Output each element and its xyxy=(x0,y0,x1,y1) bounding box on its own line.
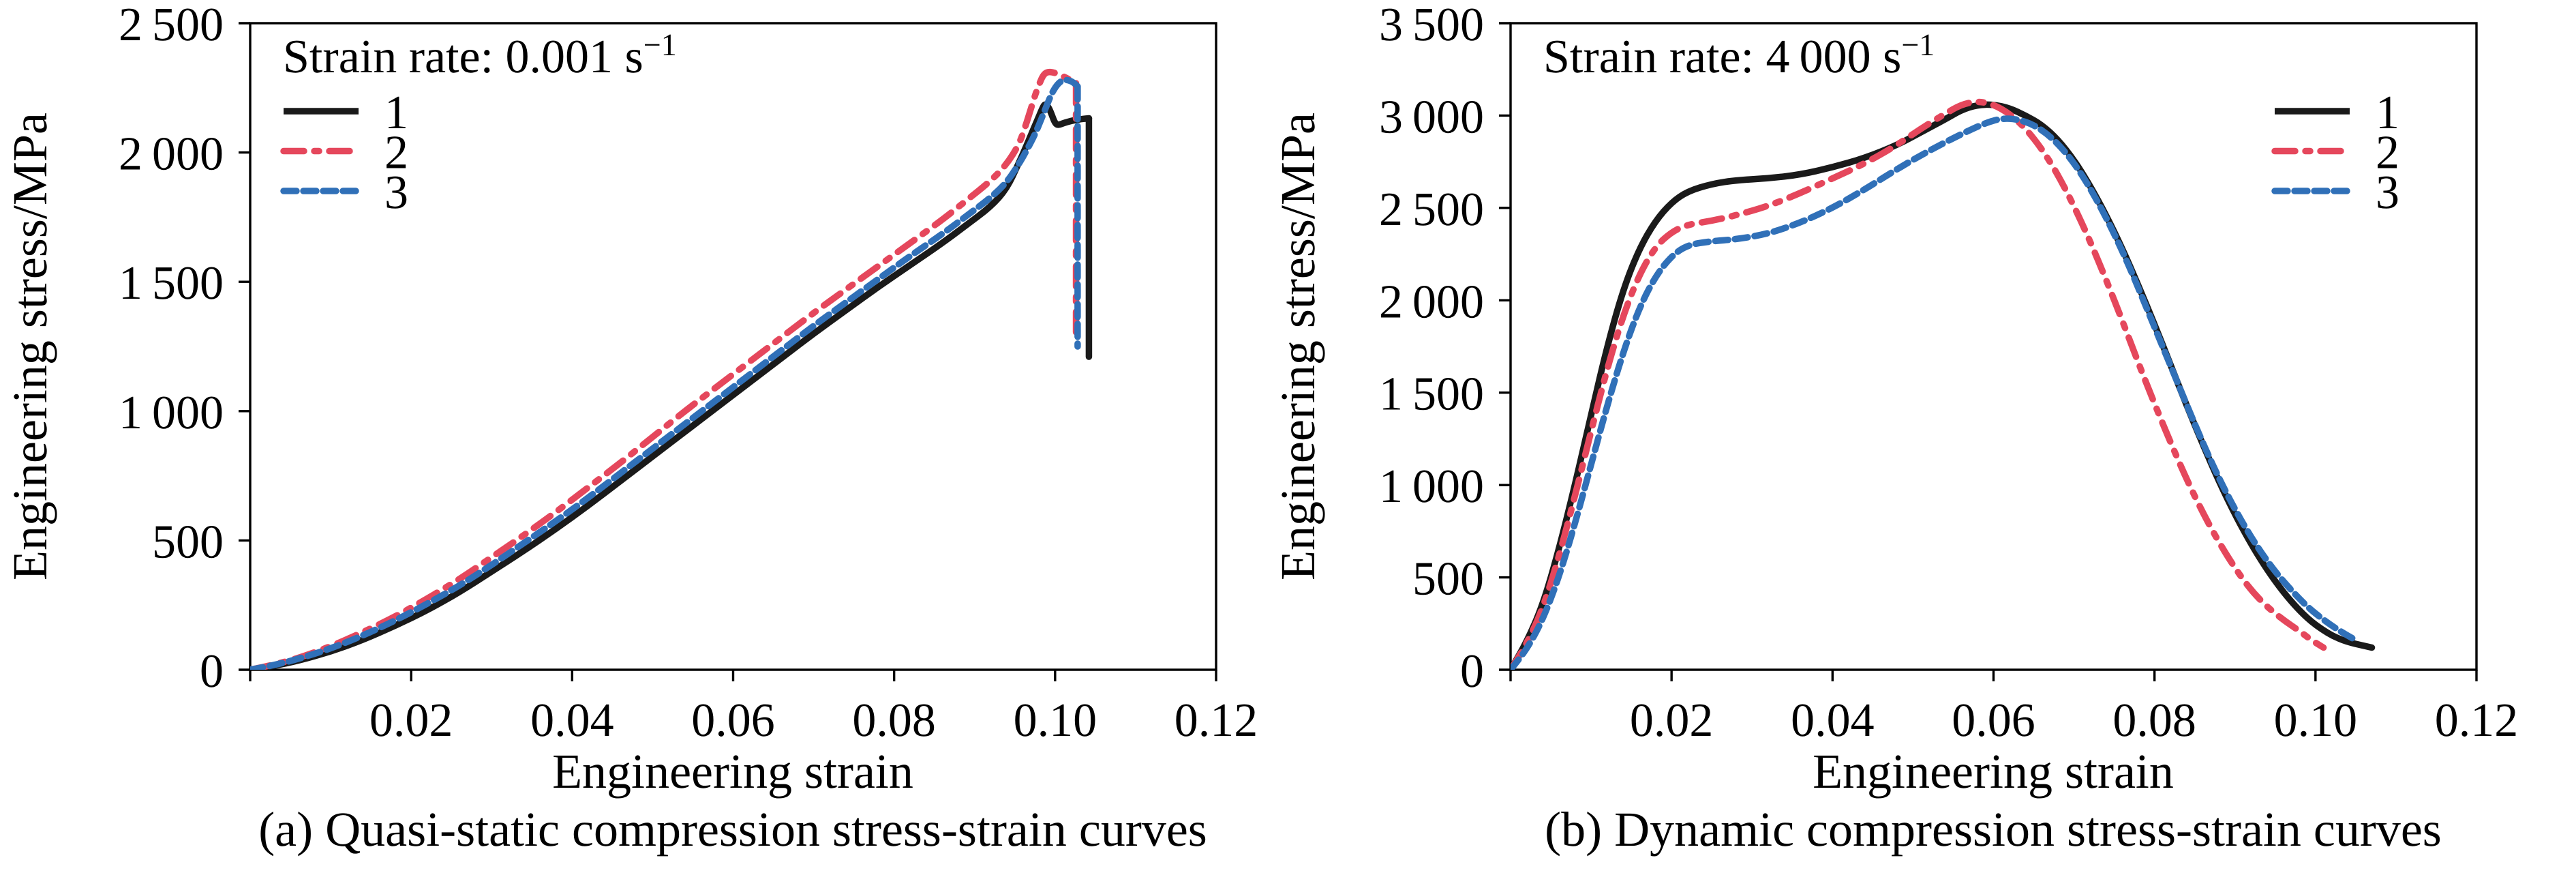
svg-text:500: 500 xyxy=(152,516,224,568)
svg-text:2 500: 2 500 xyxy=(119,0,224,51)
svg-text:Strain rate: 0.001 s−1: Strain rate: 0.001 s−1 xyxy=(283,27,677,84)
svg-text:500: 500 xyxy=(1412,553,1484,606)
svg-text:0.10: 0.10 xyxy=(1014,694,1097,747)
svg-text:Engineering stress/MPa: Engineering stress/MPa xyxy=(3,113,57,580)
svg-text:3: 3 xyxy=(384,166,408,219)
svg-text:3: 3 xyxy=(2376,166,2399,219)
svg-text:0.12: 0.12 xyxy=(1175,694,1258,747)
svg-text:0.02: 0.02 xyxy=(369,694,453,747)
svg-text:0: 0 xyxy=(1460,645,1484,698)
svg-text:Strain rate: 4 000 s−1: Strain rate: 4 000 s−1 xyxy=(1543,27,1935,84)
svg-text:Engineering strain: Engineering strain xyxy=(552,744,913,799)
svg-text:2 000: 2 000 xyxy=(1379,276,1484,328)
svg-text:Engineering strain: Engineering strain xyxy=(1813,744,2174,799)
svg-text:0: 0 xyxy=(200,645,224,698)
svg-text:0.12: 0.12 xyxy=(2435,694,2519,747)
svg-text:1 500: 1 500 xyxy=(1379,368,1484,421)
svg-text:(a) Quasi-static compression s: (a) Quasi-static compression stress-stra… xyxy=(258,802,1207,857)
svg-text:3 000: 3 000 xyxy=(1379,91,1484,143)
svg-text:2 000: 2 000 xyxy=(119,128,224,181)
svg-text:0.04: 0.04 xyxy=(530,694,614,747)
svg-text:0.02: 0.02 xyxy=(1630,694,1714,747)
svg-text:Engineering stress/MPa: Engineering stress/MPa xyxy=(1271,113,1325,580)
svg-text:0.08: 0.08 xyxy=(852,694,936,747)
svg-text:2 500: 2 500 xyxy=(1379,183,1484,236)
svg-text:3 500: 3 500 xyxy=(1379,0,1484,51)
svg-text:(b) Dynamic compression stress: (b) Dynamic compression stress-strain cu… xyxy=(1545,802,2442,857)
svg-text:1 000: 1 000 xyxy=(1379,460,1484,513)
svg-text:0.06: 0.06 xyxy=(1952,694,2035,747)
svg-text:0.10: 0.10 xyxy=(2274,694,2358,747)
svg-text:0.08: 0.08 xyxy=(2112,694,2196,747)
svg-text:0.04: 0.04 xyxy=(1791,694,1875,747)
svg-text:1 500: 1 500 xyxy=(119,257,224,310)
svg-text:1 000: 1 000 xyxy=(119,387,224,439)
svg-text:0.06: 0.06 xyxy=(691,694,775,747)
